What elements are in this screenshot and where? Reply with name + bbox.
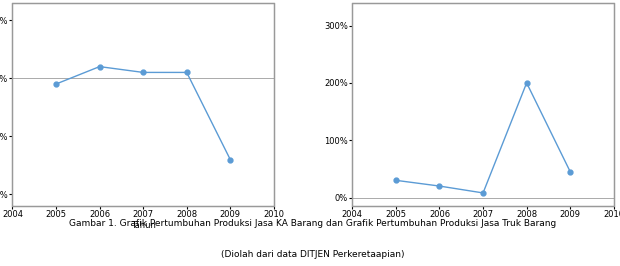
Title: Grafik Pertumbuhan Produksi Jasa Truk
Angkutan Barang
Tahun 2005-2009: Grafik Pertumbuhan Produksi Jasa Truk An… xyxy=(383,0,583,2)
Text: (Diolah dari data DITJEN Perkeretaapian): (Diolah dari data DITJEN Perkeretaapian) xyxy=(221,250,405,259)
Text: Gambar 1. Grafik Pertumbuhan Produksi Jasa KA Barang dan Grafik Pertumbuhan Prod: Gambar 1. Grafik Pertumbuhan Produksi Ja… xyxy=(69,219,557,228)
Title: Grafik Pertumbuhan Produksi Jasa KA
Barang
Tahun 2005-2009: Grafik Pertumbuhan Produksi Jasa KA Bara… xyxy=(46,0,239,2)
X-axis label: Tahun: Tahun xyxy=(131,221,156,230)
